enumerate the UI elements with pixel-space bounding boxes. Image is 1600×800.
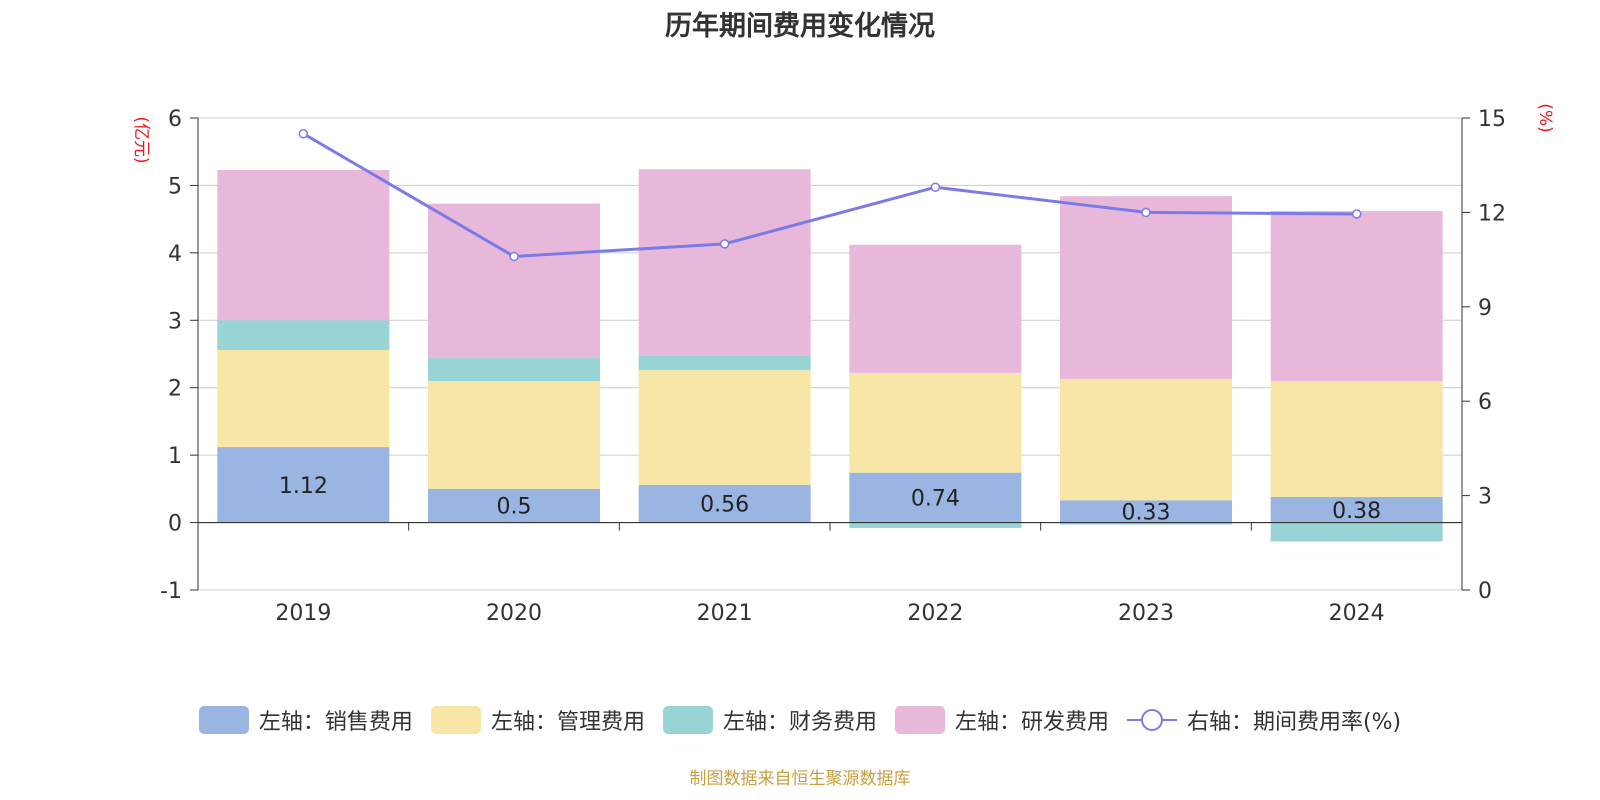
legend-swatch-admin <box>430 706 481 734</box>
legend-swatch-line-icon <box>1126 706 1177 734</box>
data-label-2020: 0.5 <box>497 495 532 520</box>
legend-swatch-rnd <box>894 706 945 734</box>
x-tick-label-2024: 2024 <box>1329 601 1385 626</box>
data-label-2019: 1.12 <box>279 474 328 499</box>
y-left-tick-label: 2 <box>168 377 182 402</box>
bar-2020-series-3 <box>428 203 600 359</box>
data-label-2021: 0.56 <box>700 493 749 518</box>
legend: 左轴：销售费用 左轴：管理费用 左轴：财务费用 左轴：研发费用 右轴：期间费用率… <box>0 704 1600 736</box>
bar-2022-series-2 <box>849 522 1022 528</box>
source-footer: 制图数据来自恒生聚源数据库 <box>689 769 911 789</box>
x-tick-label-2020: 2020 <box>486 601 542 626</box>
y-left-tick-label: 3 <box>168 309 182 334</box>
bar-2023-series-3 <box>1060 196 1232 379</box>
legend-label-finance: 左轴：财务费用 <box>722 710 877 735</box>
expense-ratio-point-2020 <box>509 251 519 262</box>
x-tick-label-2021: 2021 <box>697 601 753 626</box>
expense-ratio-point-2021 <box>719 239 730 249</box>
y-right-tick-label: 9 <box>1478 296 1492 321</box>
y-left-tick-label: 0 <box>168 512 182 537</box>
y-left-tick-label: 5 <box>168 174 182 199</box>
data-label-2023: 0.33 <box>1122 500 1171 525</box>
bar-2021-series-0 <box>638 484 811 523</box>
expense-ratio-point-2022 <box>930 182 941 192</box>
y-left-axis-label: (亿元) <box>131 116 151 163</box>
expense-ratio-point-2023 <box>1141 207 1151 218</box>
bar-2024-series-0 <box>1270 496 1443 523</box>
bar-2024-series-3 <box>1270 211 1443 381</box>
legend-label-rnd: 左轴：研发费用 <box>954 710 1109 735</box>
bar-2020-series-0 <box>428 488 600 523</box>
y-right-tick-label: 15 <box>1478 107 1506 132</box>
legend-item-expense-ratio[interactable]: 右轴：期间费用率(%) <box>1126 704 1402 736</box>
bar-2024-series-2 <box>1270 522 1443 542</box>
legend-item-finance[interactable]: 左轴：财务费用 <box>662 704 877 736</box>
bar-2022-series-1 <box>849 372 1022 473</box>
bar-2020-series-1 <box>428 380 600 489</box>
legend-label-sales: 左轴：销售费用 <box>258 710 413 735</box>
expense-ratio-point-2024 <box>1351 209 1362 219</box>
bar-2022-series-0 <box>849 472 1022 523</box>
y-right-tick-label: 12 <box>1478 201 1506 226</box>
y-right-axis-label: (%) <box>1535 103 1555 132</box>
bar-2019-series-2 <box>217 320 390 350</box>
legend-swatch-sales <box>198 706 249 734</box>
bar-2021-series-3 <box>638 169 811 356</box>
bar-2021-series-1 <box>638 370 811 485</box>
y-right-tick-label: 3 <box>1478 485 1492 510</box>
chart-title: 历年期间费用变化情况 <box>665 11 935 42</box>
legend-item-sales[interactable]: 左轴：销售费用 <box>198 704 413 736</box>
bar-2020-series-2 <box>428 358 600 381</box>
legend-label-expense-ratio: 右轴：期间费用率(%) <box>1186 710 1402 735</box>
bar-2019-series-0 <box>217 447 390 523</box>
y-left-tick-label: -1 <box>160 579 182 604</box>
y-left-tick-label: 1 <box>168 444 182 469</box>
legend-item-admin[interactable]: 左轴：管理费用 <box>430 704 645 736</box>
x-tick-label-2022: 2022 <box>907 601 963 626</box>
y-left-tick-label: 6 <box>168 107 182 132</box>
bar-2019-series-3 <box>217 169 390 321</box>
data-label-2022: 0.74 <box>911 487 960 512</box>
x-tick-label-2023: 2023 <box>1118 601 1174 626</box>
bar-2019-series-1 <box>217 349 390 448</box>
bar-2023-series-2 <box>1060 522 1232 525</box>
bar-2024-series-1 <box>1270 380 1443 497</box>
legend-label-admin: 左轴：管理费用 <box>490 710 645 735</box>
data-label-2024: 0.38 <box>1332 499 1381 524</box>
legend-item-rnd[interactable]: 左轴：研发费用 <box>894 704 1109 736</box>
legend-swatch-finance <box>662 706 713 734</box>
expense-ratio-point-2019 <box>298 128 309 139</box>
y-left-tick-label: 4 <box>168 242 182 267</box>
bar-2021-series-2 <box>638 355 811 371</box>
y-right-tick-label: 0 <box>1478 579 1492 604</box>
x-tick-label-2019: 2019 <box>275 601 331 626</box>
bar-2022-series-3 <box>849 244 1022 373</box>
bar-2023-series-1 <box>1060 378 1232 501</box>
expense-ratio-line <box>302 132 1357 258</box>
y-right-tick-label: 6 <box>1478 390 1492 415</box>
bar-2023-series-0 <box>1060 500 1232 523</box>
